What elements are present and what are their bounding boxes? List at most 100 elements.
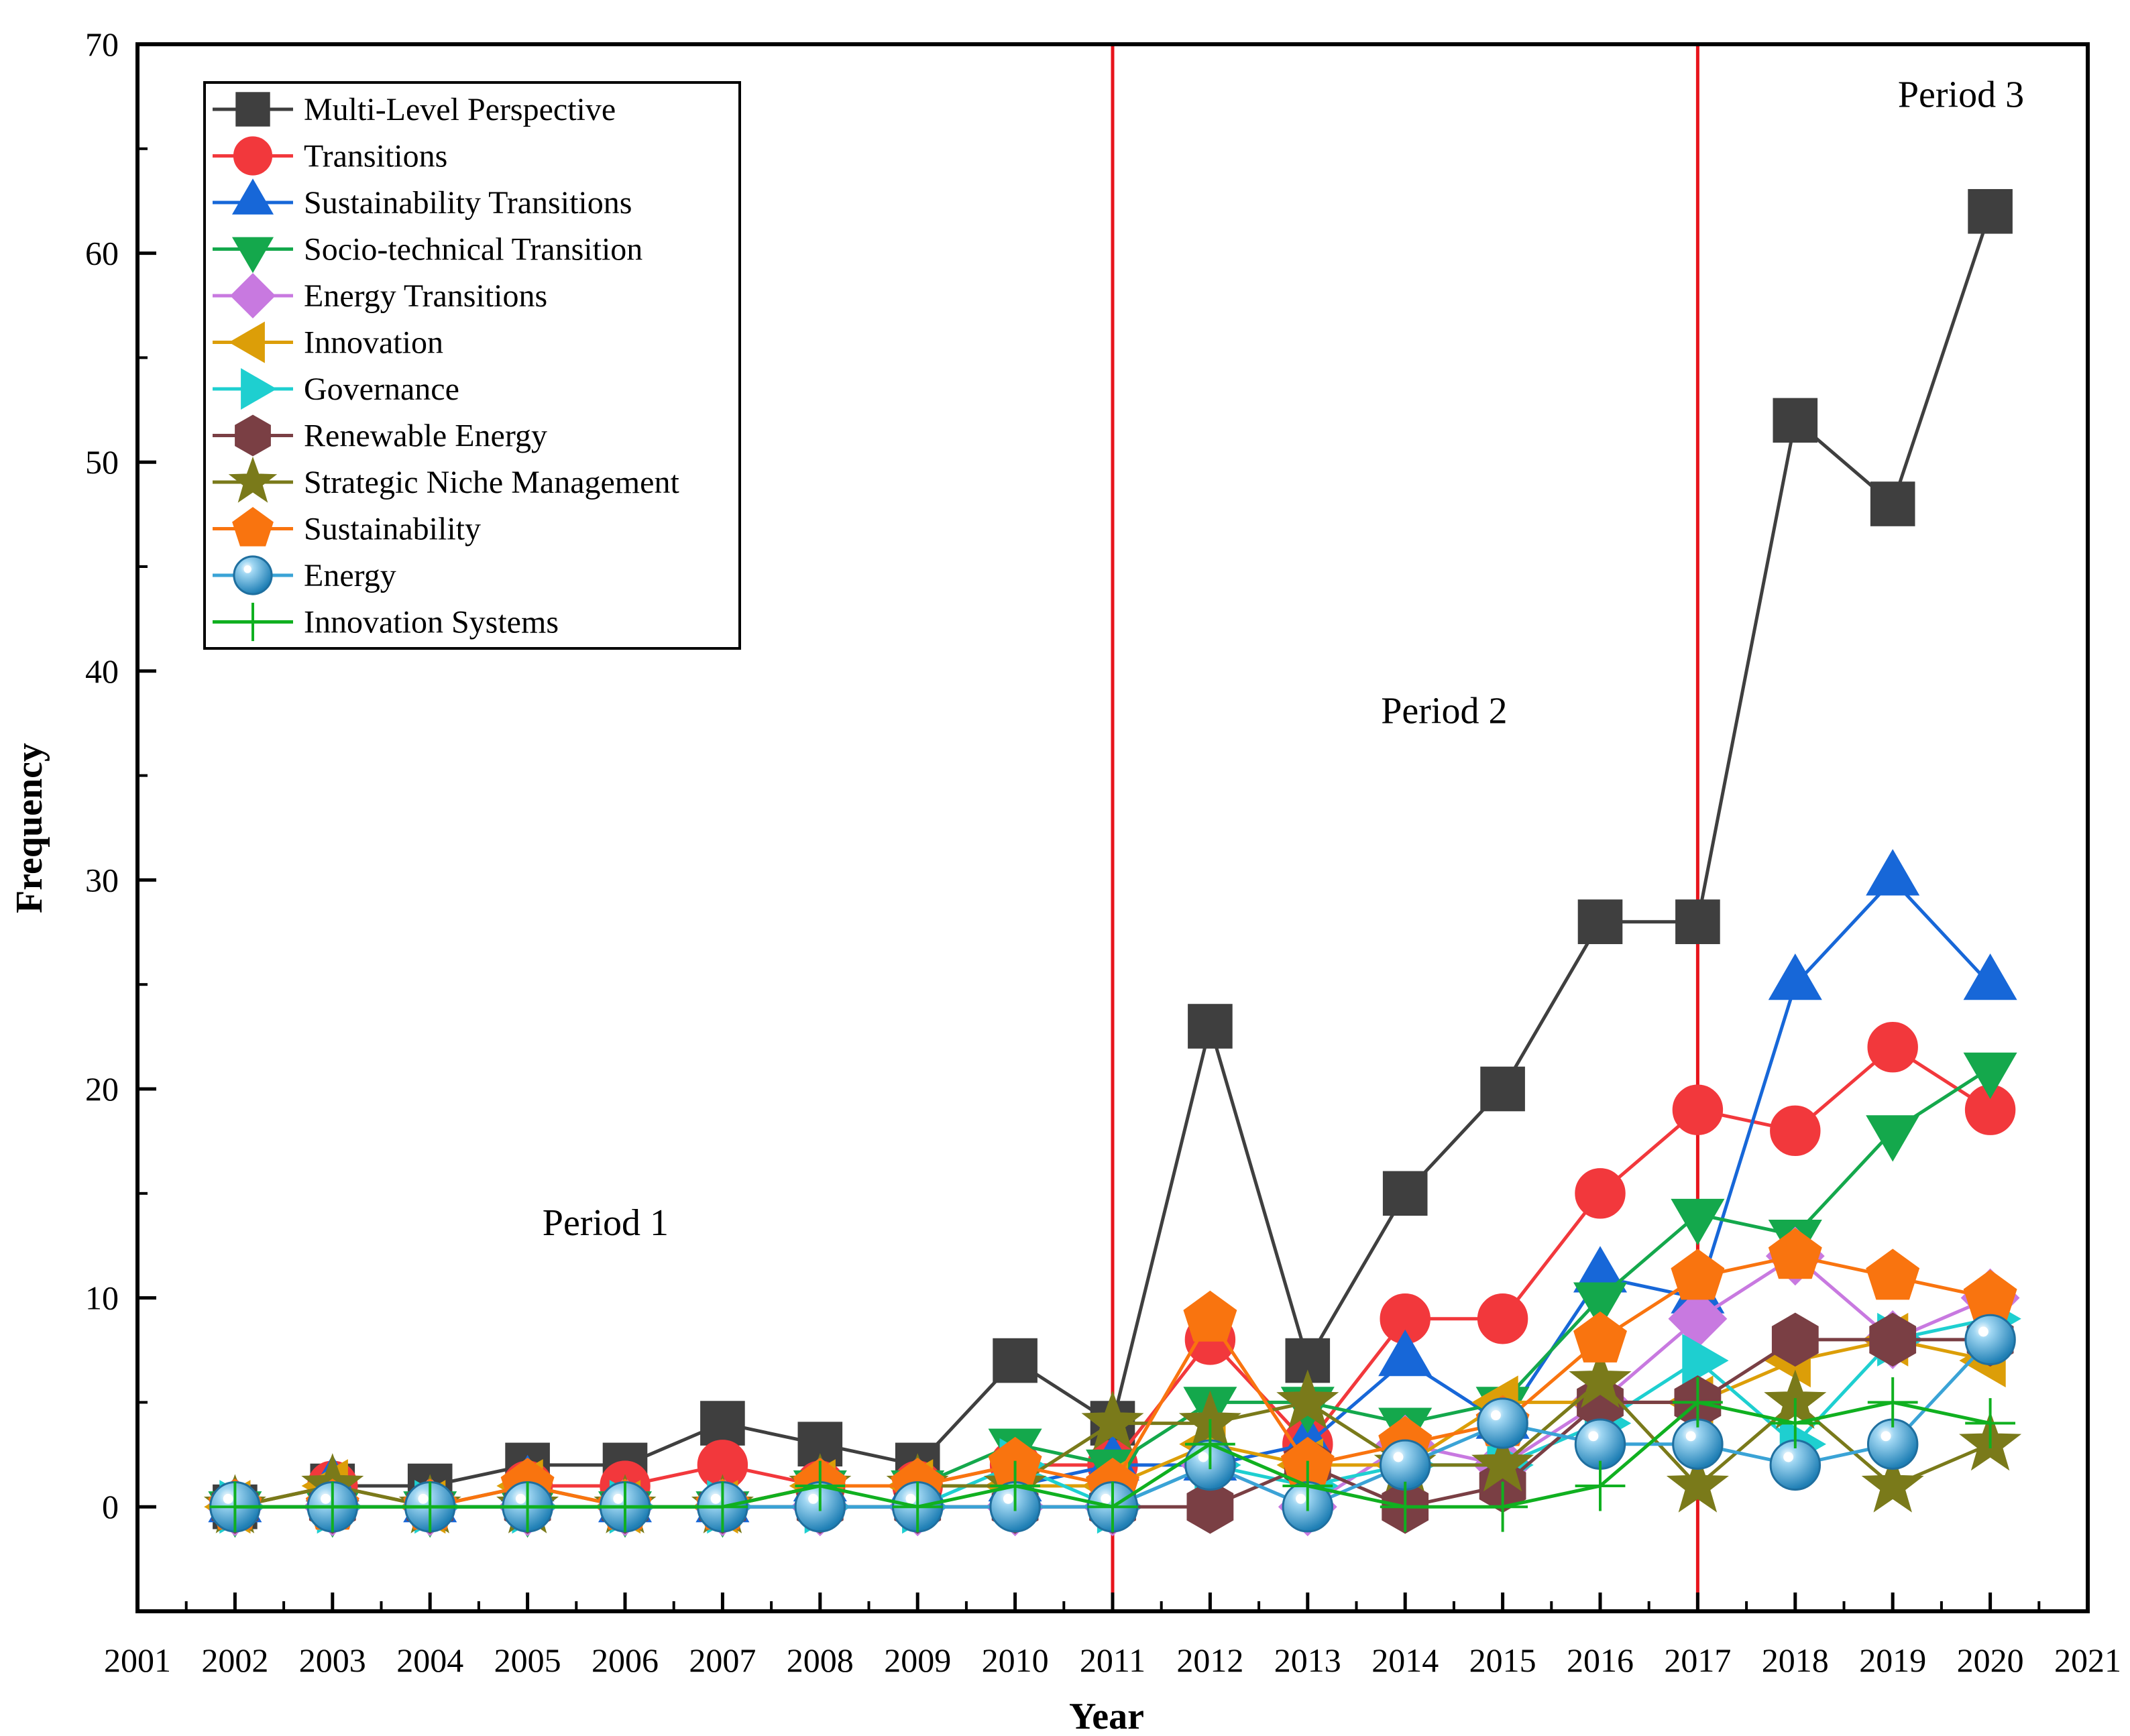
data-point xyxy=(1870,481,1915,526)
series-innovation-systems xyxy=(210,1377,2015,1532)
data-point xyxy=(210,1481,260,1532)
data-point xyxy=(1575,1168,1626,1219)
sphere-highlight xyxy=(1393,1452,1404,1462)
data-point xyxy=(1188,1004,1233,1049)
x-tick-label: 2011 xyxy=(1080,1641,1145,1679)
data-point xyxy=(795,1460,846,1511)
legend-label: Strategic Niche Management xyxy=(304,465,679,500)
legend-label: Sustainability Transitions xyxy=(304,185,632,221)
data-point xyxy=(1569,1348,1632,1408)
x-tick-label: 2014 xyxy=(1371,1641,1439,1679)
legend-item: Socio-technical Transition xyxy=(213,232,642,274)
legend-marker xyxy=(231,237,274,274)
sphere-highlight xyxy=(1685,1431,1696,1442)
legend-marker xyxy=(233,136,273,176)
sphere-highlight xyxy=(321,1493,331,1504)
y-tick-label: 70 xyxy=(85,25,119,63)
data-point xyxy=(1183,1290,1237,1342)
x-tick-label: 2001 xyxy=(104,1641,171,1679)
data-point xyxy=(1477,1397,1528,1449)
legend-item: Sustainability Transitions xyxy=(213,178,632,221)
data-point xyxy=(404,1481,455,1532)
sphere-highlight xyxy=(243,565,251,573)
y-tick-label: 10 xyxy=(85,1279,119,1317)
legend-marker xyxy=(231,178,274,215)
x-tick-label: 2007 xyxy=(689,1641,756,1679)
data-point xyxy=(600,1481,651,1532)
data-point xyxy=(1382,1171,1428,1216)
x-tick-label: 2013 xyxy=(1274,1641,1341,1679)
sphere-highlight xyxy=(1296,1493,1306,1504)
sphere-highlight xyxy=(1978,1326,1988,1337)
data-point xyxy=(1771,1312,1819,1367)
x-axis-title: Year xyxy=(1069,1696,1144,1736)
data-point xyxy=(1577,899,1623,945)
legend-label: Energy xyxy=(304,558,396,593)
x-tick-label: 2018 xyxy=(1762,1641,1829,1679)
x-tick-label: 2004 xyxy=(396,1641,463,1679)
legend-item: Energy xyxy=(213,555,396,595)
x-tick-label: 2008 xyxy=(787,1641,854,1679)
legend-label: Energy Transitions xyxy=(304,278,547,314)
sphere-highlight xyxy=(613,1493,624,1504)
data-point xyxy=(1671,1198,1725,1246)
y-tick-label: 40 xyxy=(85,652,119,690)
data-point xyxy=(307,1481,358,1532)
data-point xyxy=(1867,1021,1918,1073)
legend-item: Energy Transitions xyxy=(213,273,547,319)
sphere-highlight xyxy=(1101,1493,1111,1504)
data-point xyxy=(1573,1282,1628,1329)
legend-item: Multi-Level Perspective xyxy=(213,92,616,127)
x-tick-label: 2020 xyxy=(1957,1641,2024,1679)
data-point xyxy=(1869,1312,1917,1367)
legend-label: Innovation xyxy=(304,325,443,361)
sphere-body xyxy=(1477,1397,1528,1449)
data-point xyxy=(1575,1460,1626,1511)
data-point xyxy=(1185,1419,1235,1470)
period-annotations: Period 1 Period 2 Period 3 xyxy=(543,74,2024,1244)
legend-box xyxy=(203,81,741,650)
period-label: Period 3 xyxy=(1898,74,2024,115)
sphere-highlight xyxy=(418,1493,429,1504)
y-tick-label: 50 xyxy=(85,443,119,481)
legend-marker xyxy=(232,507,274,546)
data-point xyxy=(1867,1377,1918,1428)
sphere-highlight xyxy=(1588,1431,1599,1442)
x-tick-label: 2009 xyxy=(884,1641,951,1679)
legend-item: Sustainability xyxy=(213,507,481,547)
data-point xyxy=(1682,1334,1729,1388)
data-point xyxy=(993,1338,1038,1383)
data-point xyxy=(990,1460,1040,1511)
x-tick-label: 2021 xyxy=(2054,1641,2121,1679)
legend-marker xyxy=(228,456,278,503)
data-point xyxy=(1378,1329,1433,1377)
legend-item: Innovation Systems xyxy=(213,602,559,642)
legend-label: Governance xyxy=(304,371,459,407)
sphere-highlight xyxy=(710,1493,721,1504)
legend-marker xyxy=(235,414,271,457)
sphere-highlight xyxy=(808,1493,819,1504)
data-point xyxy=(1963,953,2017,1000)
data-point xyxy=(1672,1084,1724,1135)
data-point xyxy=(1480,1066,1525,1112)
legend-marker xyxy=(233,555,273,595)
data-point xyxy=(697,1481,748,1532)
x-tick-label: 2019 xyxy=(1859,1641,1926,1679)
y-tick-label: 20 xyxy=(85,1070,119,1108)
x-tick-label: 2005 xyxy=(494,1641,561,1679)
sphere-body xyxy=(1964,1314,2016,1366)
data-point xyxy=(1186,1479,1234,1534)
data-point xyxy=(1768,1228,1822,1279)
data-point xyxy=(1671,1249,1725,1300)
sphere-highlight xyxy=(1490,1410,1501,1421)
legend-label: Multi-Level Perspective xyxy=(304,92,616,127)
data-point xyxy=(1866,1249,1920,1300)
data-point xyxy=(1380,1481,1431,1532)
y-tick-label: 60 xyxy=(85,235,119,272)
data-point xyxy=(1081,1390,1144,1450)
period-label: Period 1 xyxy=(543,1202,669,1244)
legend-label: Transitions xyxy=(304,139,447,174)
data-point xyxy=(1087,1481,1138,1532)
axes-layer: 2001 2002 2003 2004 2005 2006 2007 2008 2009 2010… xyxy=(85,25,2121,1679)
legend-marker xyxy=(235,92,270,127)
